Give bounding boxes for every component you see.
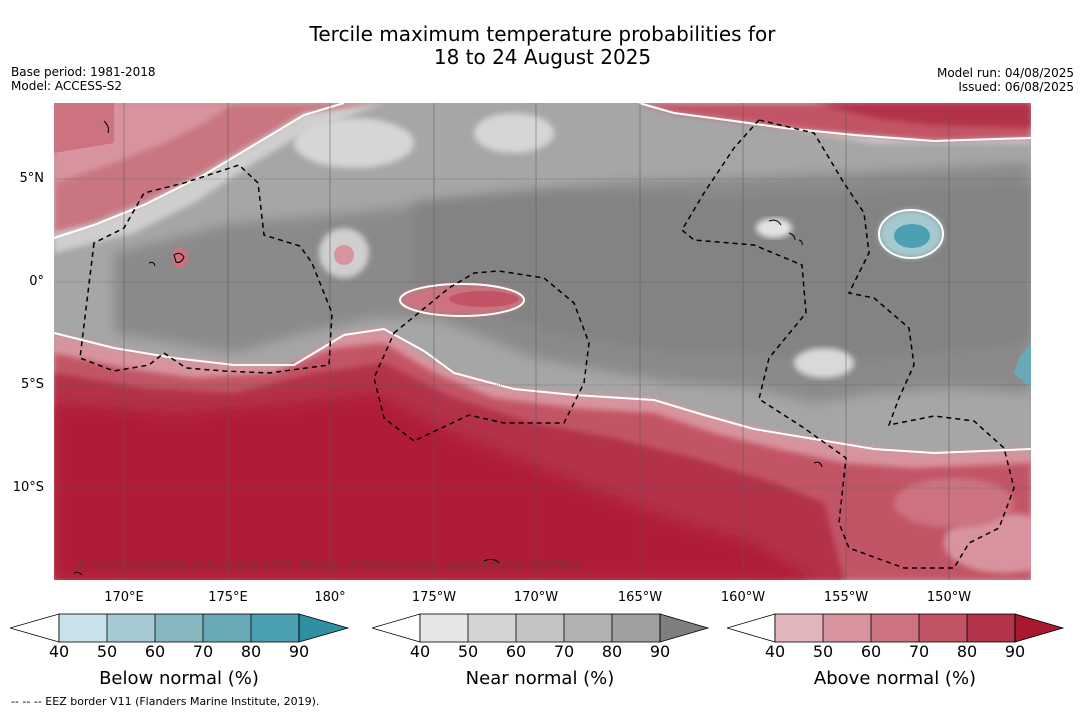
issued-date: Issued: 06/08/2025 — [958, 80, 1074, 94]
cbar-below-tick: 60 — [144, 642, 166, 661]
eez-borders — [79, 119, 1015, 569]
colorbar-below-segment — [203, 614, 251, 642]
colorbar-near-segment — [612, 614, 660, 642]
eez-legend-note: -- -- -- EEZ border V11 (Flanders Marine… — [11, 695, 320, 708]
colorbar-above-segment — [871, 614, 919, 642]
colorbar-above-title: Above normal (%) — [813, 668, 977, 689]
probability-map — [54, 103, 1031, 580]
cbar-above-tick: 70 — [908, 642, 930, 661]
colorbar-below-segment — [251, 614, 299, 642]
cbar-near-tick: 50 — [457, 642, 479, 661]
colorbar-above-segment — [967, 614, 1015, 642]
colorbar-below-segment — [155, 614, 203, 642]
cbar-above-tick: 50 — [812, 642, 834, 661]
colorbar-below-segment — [59, 614, 107, 642]
colorbar-below-segment — [107, 614, 155, 642]
colorbar-above-segment — [823, 614, 871, 642]
copyright-notice: © Commonwealth of Australia 2025, Bureau… — [76, 558, 582, 572]
colorbar-below-normal — [10, 613, 350, 643]
cbar-below-tick: 70 — [192, 642, 214, 661]
cbar-near-tick: 90 — [649, 642, 671, 661]
colorbar-near-low-end — [372, 613, 421, 643]
lon-label-180: 180° — [314, 590, 346, 605]
colorbar-near-normal — [372, 613, 710, 643]
lon-label-175w: 175°W — [411, 590, 457, 605]
cbar-below-tick: 50 — [96, 642, 118, 661]
model-run: Model run: 04/08/2025 — [936, 66, 1074, 80]
meta-right: Model run: 04/08/2025 Issued: 06/08/2025 — [937, 66, 1074, 94]
colorbar-above-segment — [775, 614, 823, 642]
colorbar-above-segment — [919, 614, 967, 642]
lon-label-165w: 165°W — [617, 590, 663, 605]
lat-label-5n: 5°N — [19, 171, 45, 186]
chart-title-line-2: 18 to 24 August 2025 — [433, 45, 652, 69]
islands — [73, 120, 823, 576]
lat-label-10s: 10°S — [12, 480, 44, 495]
colorbar-near-high-end — [659, 613, 710, 643]
colorbar-above-high-end — [1014, 613, 1065, 643]
colorbar-below-title: Below normal (%) — [99, 668, 259, 689]
lon-label-150w: 150°W — [926, 590, 972, 605]
lat-label-5s: 5°S — [20, 377, 44, 392]
cbar-above-tick: 40 — [764, 642, 786, 661]
colorbar-below-high-end — [298, 613, 350, 643]
cbar-above-tick: 90 — [1004, 642, 1026, 661]
lon-label-170w: 170°W — [513, 590, 559, 605]
lon-label-160w: 160°W — [720, 590, 766, 605]
model-name: Model: ACCESS-S2 — [11, 79, 123, 93]
colorbar-near-segment — [516, 614, 564, 642]
colorbar-above-normal — [727, 613, 1065, 643]
cbar-below-tick: 40 — [48, 642, 70, 661]
colorbar-near-title: Near normal (%) — [465, 668, 615, 689]
base-period: Base period: 1981-2018 — [11, 65, 156, 79]
colorbar-below-low-end — [10, 613, 60, 643]
cbar-below-tick: 80 — [240, 642, 262, 661]
meta-left: Base period: 1981-2018 Model: ACCESS-S2 — [11, 65, 156, 93]
cbar-near-tick: 80 — [601, 642, 623, 661]
cbar-above-tick: 60 — [860, 642, 882, 661]
cbar-below-tick: 90 — [288, 642, 310, 661]
cbar-above-tick: 80 — [956, 642, 978, 661]
map-fill — [54, 103, 1031, 580]
colorbar-near-segment — [468, 614, 516, 642]
map-grid — [54, 103, 1031, 580]
cbar-near-tick: 70 — [553, 642, 575, 661]
colorbar-near-segment — [420, 614, 468, 642]
lon-label-155w: 155°W — [823, 590, 869, 605]
cbar-near-tick: 40 — [409, 642, 431, 661]
colorbar-near-segment — [564, 614, 612, 642]
lon-label-170e: 170°E — [104, 590, 144, 605]
colorbar-above-low-end — [727, 613, 776, 643]
cbar-near-tick: 60 — [505, 642, 527, 661]
chart-title-line-1: Tercile maximum temperature probabilitie… — [309, 22, 776, 46]
lon-label-175e: 175°E — [208, 590, 248, 605]
lat-label-0: 0° — [29, 274, 44, 289]
